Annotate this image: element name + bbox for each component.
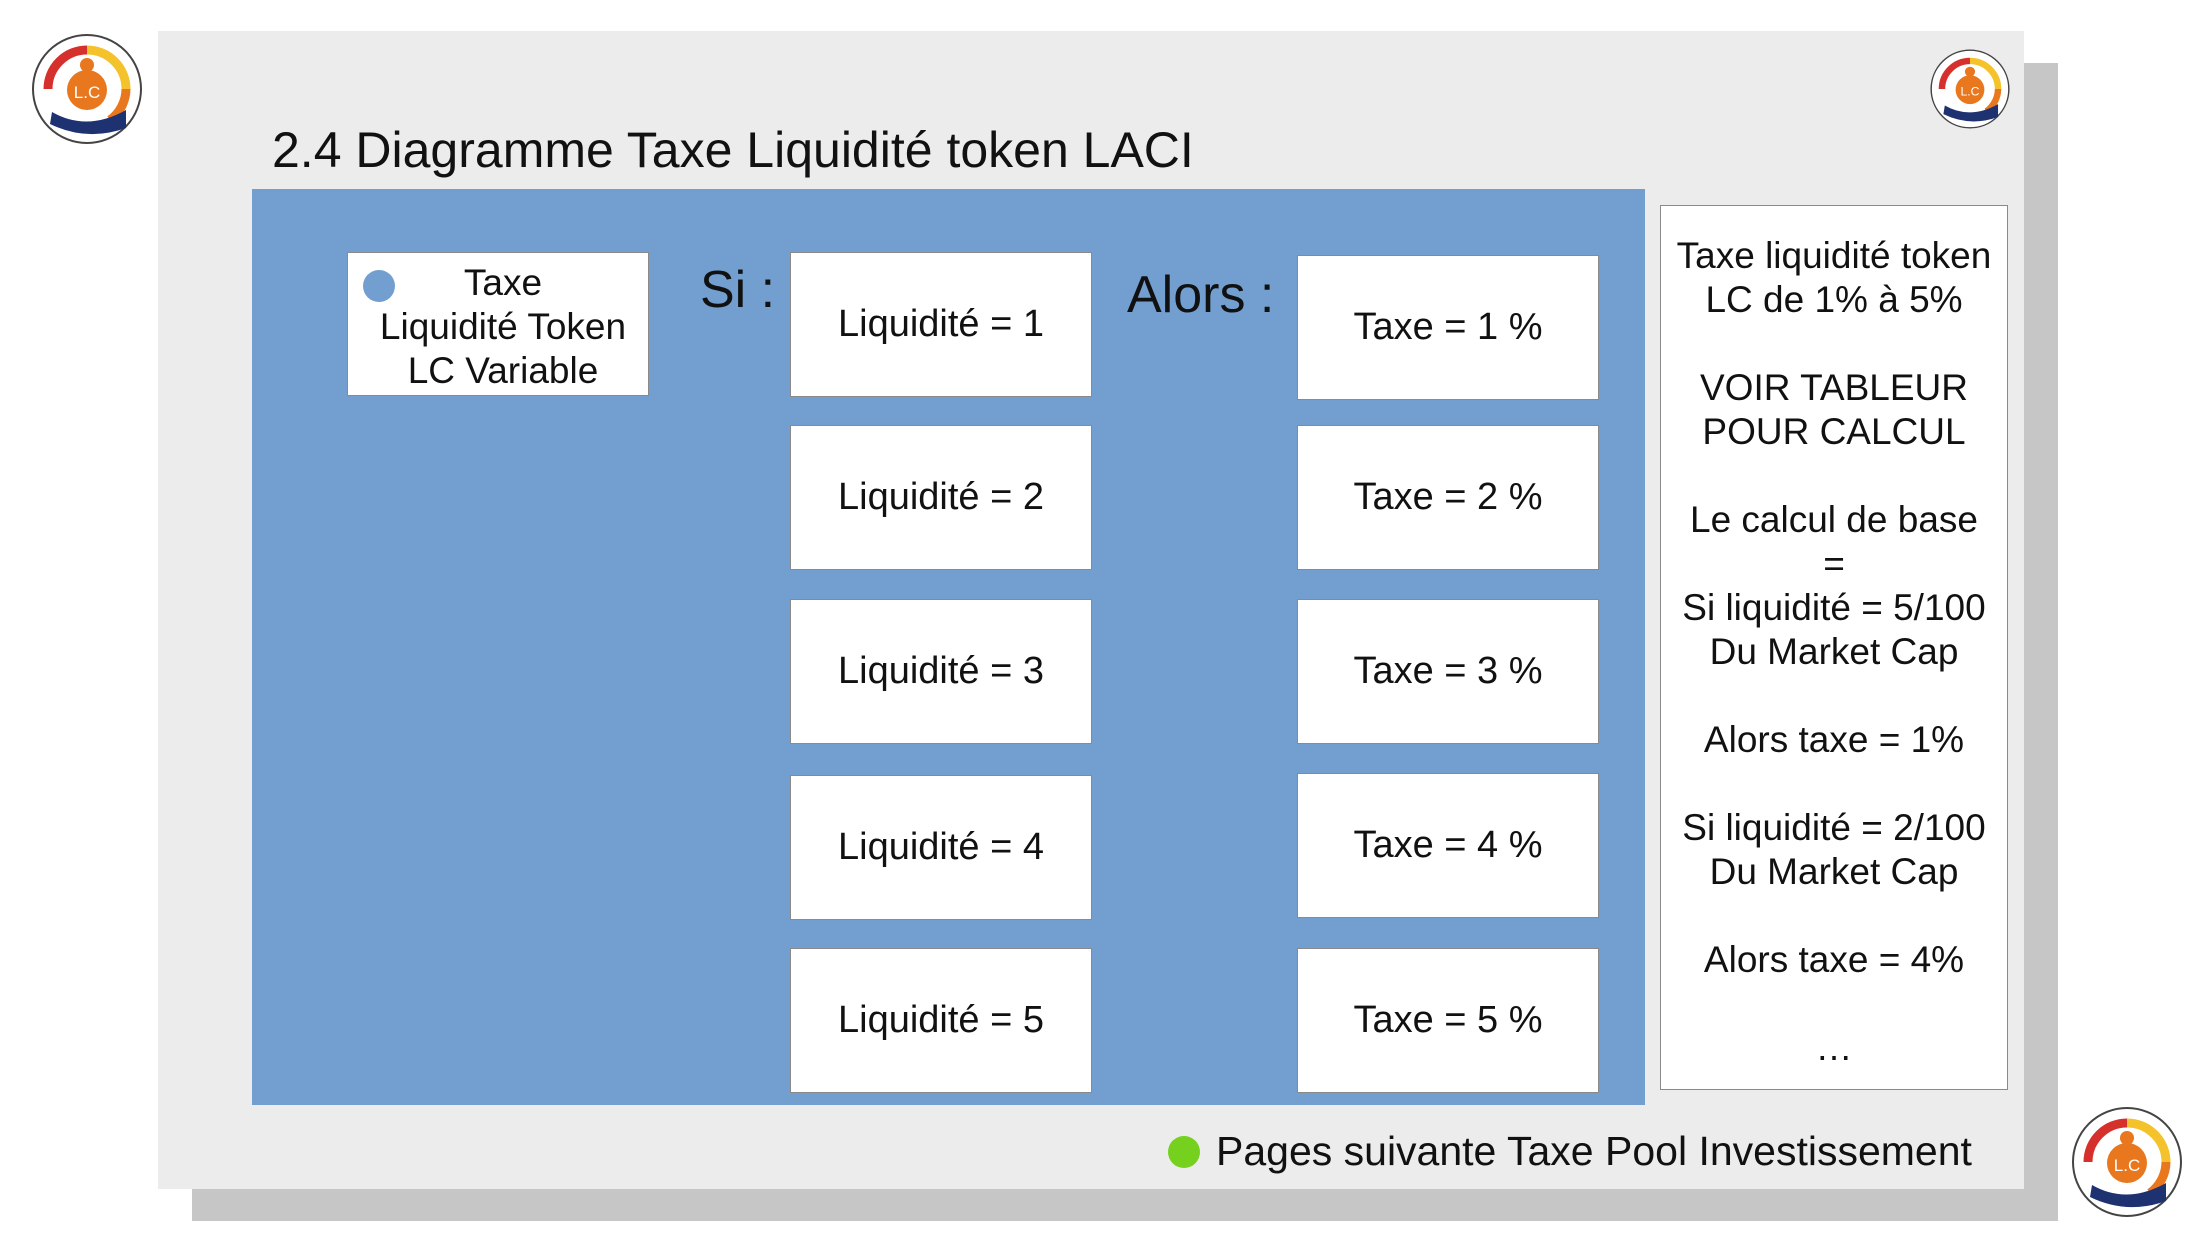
tax-box-1: Taxe = 1 % [1297, 255, 1599, 400]
info-box: Taxe liquidité token LC de 1% à 5% VOIR … [1660, 205, 2008, 1090]
info-line: Du Market Cap [1709, 851, 1959, 892]
tax-box-5: Taxe = 5 % [1297, 948, 1599, 1093]
liquidity-box-5: Liquidité = 5 [790, 948, 1092, 1093]
legend-line: Taxe [463, 262, 543, 303]
legend-text: Taxe Liquidité Token LC Variable [348, 261, 648, 393]
lc-logo-bottom-right: L.C [2072, 1107, 2182, 1217]
liquidity-box-3: Liquidité = 3 [790, 599, 1092, 744]
lc-logo-top-right: L.C [1930, 49, 2010, 129]
info-line: Du Market Cap [1709, 631, 1959, 672]
info-line: … [1815, 1027, 1853, 1068]
tax-box-2: Taxe = 2 % [1297, 425, 1599, 570]
info-line [1661, 454, 2007, 498]
logo-text: L.C [74, 83, 100, 102]
legend-line: Liquidité Token [379, 306, 627, 347]
info-line: POUR CALCUL [1702, 411, 1966, 452]
info-line: VOIR TABLEUR [1700, 367, 1968, 408]
info-line: = [1823, 543, 1845, 584]
info-line: Si liquidité = 2/100 [1682, 807, 1986, 848]
tax-box-3: Taxe = 3 % [1297, 599, 1599, 744]
green-dot-icon [1168, 1135, 1200, 1168]
info-line [1661, 894, 2007, 938]
footer-text: Pages suivante Taxe Pool Investissement [1216, 1128, 1972, 1174]
lc-logo-top-left: L.C [32, 34, 142, 144]
legend-box: Taxe Liquidité Token LC Variable [347, 252, 649, 396]
info-line [1661, 674, 2007, 718]
info-line [1661, 322, 2007, 366]
liquidity-box-4: Liquidité = 4 [790, 775, 1092, 920]
liquidity-box-2: Liquidité = 2 [790, 425, 1092, 570]
info-line: Taxe liquidité token [1676, 235, 1992, 276]
info-line: Alors taxe = 4% [1703, 939, 1965, 980]
info-line: Alors taxe = 1% [1703, 719, 1965, 760]
info-line: Si liquidité = 5/100 [1682, 587, 1986, 628]
tax-box-4: Taxe = 4 % [1297, 773, 1599, 918]
alors-label: Alors : [1127, 266, 1275, 324]
slide-title: 2.4 Diagramme Taxe Liquidité token LACI [272, 122, 1194, 178]
legend-dot-icon [363, 270, 395, 302]
logo-text: L.C [2114, 1156, 2140, 1175]
info-line: LC de 1% à 5% [1705, 279, 1963, 320]
info-line: Le calcul de base [1690, 499, 1978, 540]
liquidity-box-1: Liquidité = 1 [790, 252, 1092, 397]
logo-text: L.C [1960, 84, 1979, 98]
legend-line: LC Variable [407, 350, 599, 391]
info-line [1661, 762, 2007, 806]
footer-note: Pages suivante Taxe Pool Investissement [1168, 1128, 1972, 1175]
si-label: Si : [700, 261, 776, 319]
info-line [1661, 982, 2007, 1026]
